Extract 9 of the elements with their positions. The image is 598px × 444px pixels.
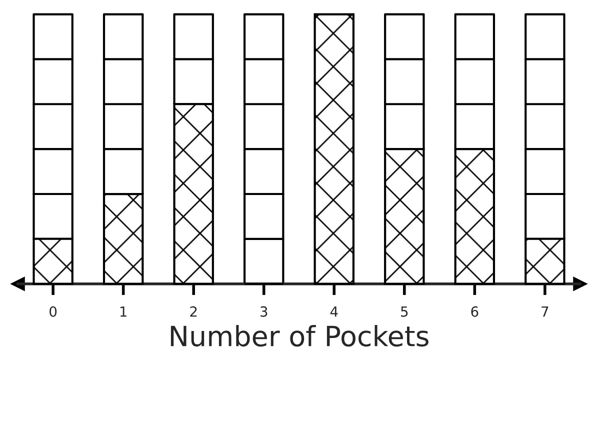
x-tick-label: 2 <box>190 306 197 317</box>
x-tick-label: 0 <box>50 306 57 317</box>
x-tick-label: 5 <box>401 306 408 317</box>
x-tick-label: 3 <box>260 306 268 317</box>
x-tick-label: 1 <box>120 306 126 317</box>
x-axis-title: Number of Pockets <box>170 325 428 347</box>
x-tick-label: 6 <box>471 306 478 317</box>
x-tick-label: 7 <box>542 306 548 317</box>
x-tick-label: 4 <box>330 306 338 317</box>
